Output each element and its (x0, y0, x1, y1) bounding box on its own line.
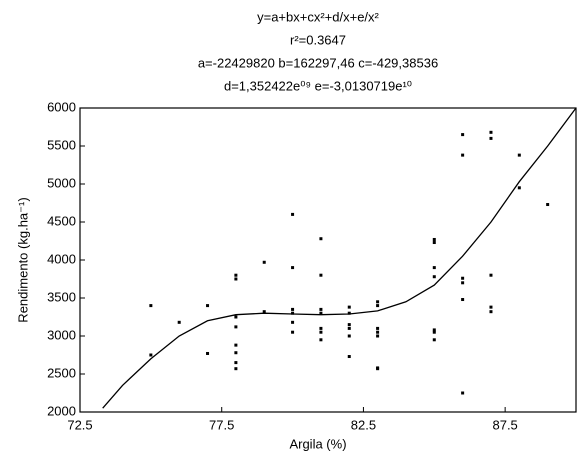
data-point (376, 304, 380, 308)
data-point (376, 326, 380, 330)
data-point (347, 305, 351, 309)
y-tick-label: 4000 (47, 251, 76, 266)
data-point (489, 130, 493, 134)
data-point (234, 273, 238, 277)
data-point (461, 276, 465, 280)
data-point (347, 334, 351, 338)
data-point (234, 361, 238, 365)
data-point (319, 330, 323, 334)
data-point (234, 277, 238, 281)
plot-frame (79, 107, 577, 413)
data-point (347, 323, 351, 327)
x-tick-label: 72.5 (67, 417, 92, 432)
data-point (177, 320, 181, 324)
data-point (319, 338, 323, 342)
x-tick-label: 87.5 (492, 417, 517, 432)
data-point (206, 351, 210, 355)
data-point (489, 136, 493, 140)
x-tick-label: 82.5 (351, 417, 376, 432)
x-tick-label: 77.5 (209, 417, 234, 432)
y-tick-label: 6000 (47, 99, 76, 114)
data-point (432, 275, 436, 279)
data-point (149, 353, 153, 357)
data-point (262, 310, 266, 314)
data-point (234, 325, 238, 329)
y-tick-label: 4500 (47, 213, 76, 228)
data-point (461, 281, 465, 285)
data-point (376, 330, 380, 334)
data-point (461, 133, 465, 137)
data-point (432, 338, 436, 342)
data-point (234, 351, 238, 355)
chart-title: d=1,352422e⁰⁹ e=-3,0130719e¹⁰ (224, 78, 412, 93)
data-point (149, 304, 153, 308)
data-point (234, 343, 238, 347)
data-point (461, 153, 465, 157)
data-point (376, 300, 380, 304)
data-point (517, 186, 521, 190)
data-point (489, 273, 493, 277)
chart-title: r²=0.3647 (290, 32, 346, 47)
data-point (432, 328, 436, 332)
data-point (347, 326, 351, 330)
x-axis-label: Argila (%) (289, 436, 346, 451)
data-point (319, 307, 323, 311)
fit-curve (102, 107, 577, 409)
y-tick-label: 2000 (47, 403, 76, 418)
data-point (461, 298, 465, 302)
data-point (432, 241, 436, 245)
data-point (319, 237, 323, 241)
y-tick-label: 5000 (47, 175, 76, 190)
data-point (206, 304, 210, 308)
data-point (291, 330, 295, 334)
data-point (347, 355, 351, 359)
data-point (347, 311, 351, 315)
data-point (546, 203, 550, 207)
data-point (432, 266, 436, 270)
y-axis-label: Rendimento (kg.ha⁻¹) (15, 197, 30, 322)
data-point (376, 367, 380, 371)
data-point (262, 260, 266, 264)
data-point (319, 273, 323, 277)
data-point (461, 391, 465, 395)
data-point (517, 153, 521, 157)
data-point (291, 212, 295, 216)
data-point (432, 237, 436, 241)
data-point (376, 334, 380, 338)
data-point (319, 326, 323, 330)
data-point (291, 311, 295, 315)
data-point (432, 330, 436, 334)
chart-title: y=a+bx+cx²+d/x+e/x² (257, 9, 379, 24)
data-point (489, 305, 493, 309)
y-tick-label: 2500 (47, 365, 76, 380)
y-tick-label: 3000 (47, 327, 76, 342)
data-point (291, 307, 295, 311)
data-point (291, 320, 295, 324)
data-point (291, 266, 295, 270)
data-point (234, 367, 238, 371)
data-point (234, 315, 238, 319)
data-point (319, 311, 323, 315)
data-point (489, 310, 493, 314)
y-tick-label: 3500 (47, 289, 76, 304)
chart-title: a=-22429820 b=162297,46 c=-429,38536 (198, 55, 438, 70)
y-tick-label: 5500 (47, 137, 76, 152)
